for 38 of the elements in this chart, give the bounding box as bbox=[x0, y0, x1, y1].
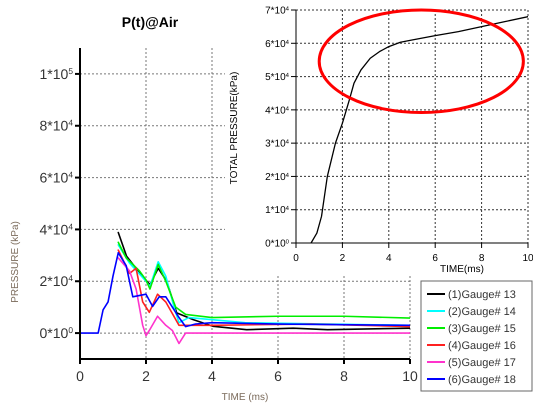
legend-label: (3)Gauge# 15 bbox=[448, 323, 516, 335]
y-axis-title: PRESSURE (kPa) bbox=[10, 221, 21, 303]
x-tick-label: 0 bbox=[293, 253, 300, 264]
y-tick-label: 7*10$^{4}$ bbox=[265, 6, 290, 16]
legend-label: (1)Gauge# 13 bbox=[448, 289, 516, 301]
y-tick-label: 4*10$^{4}$ bbox=[40, 221, 74, 238]
y-tick-label: 2*10$^{4}$ bbox=[40, 273, 74, 290]
x-tick-label: 4 bbox=[208, 368, 216, 384]
x-tick-label: 10 bbox=[402, 368, 418, 384]
x-axis-title: TIME(ms) bbox=[440, 264, 484, 275]
chart-title: P(t)@Air bbox=[122, 14, 179, 30]
x-tick-label: 10 bbox=[522, 253, 533, 264]
y-tick-label: 0*10$^{0}$ bbox=[40, 324, 74, 341]
y-tick-label: 6*10$^{4}$ bbox=[40, 169, 74, 186]
x-tick-label: 4 bbox=[386, 253, 392, 264]
x-tick-label: 6 bbox=[274, 368, 282, 384]
legend-label: (5)Gauge# 17 bbox=[448, 357, 516, 369]
x-tick-label: 6 bbox=[432, 253, 438, 264]
y-tick-label: 8*10$^{4}$ bbox=[40, 118, 74, 134]
legend-label: (2)Gauge# 14 bbox=[448, 306, 516, 318]
x-tick-label: 8 bbox=[478, 253, 485, 264]
y-tick-label: 0*10$^{0}$ bbox=[265, 238, 290, 250]
y-tick-label: 2*10$^{4}$ bbox=[265, 172, 290, 183]
x-tick-label: 8 bbox=[340, 368, 348, 384]
x-tick-label: 0 bbox=[76, 368, 84, 384]
y-axis-title: TOTAL PRESSURE(kPa) bbox=[229, 72, 240, 184]
y-tick-label: 6*10$^{4}$ bbox=[265, 38, 290, 50]
y-tick-label: 5*10$^{4}$ bbox=[265, 72, 290, 84]
y-tick-label: 3*10$^{4}$ bbox=[265, 138, 290, 150]
line-series bbox=[80, 252, 410, 334]
legend-label: (4)Gauge# 16 bbox=[448, 340, 516, 352]
x-tick-label: 2 bbox=[340, 253, 346, 264]
y-tick-label: 1*10$^{4}$ bbox=[265, 205, 290, 216]
y-tick-label: 4*10$^{4}$ bbox=[265, 105, 290, 116]
x-tick-label: 2 bbox=[142, 368, 150, 384]
legend-label: (6)Gauge# 18 bbox=[448, 374, 516, 386]
y-tick-label: 1*10$^{5}$ bbox=[40, 66, 74, 82]
x-axis-title: TIME (ms) bbox=[222, 392, 268, 403]
